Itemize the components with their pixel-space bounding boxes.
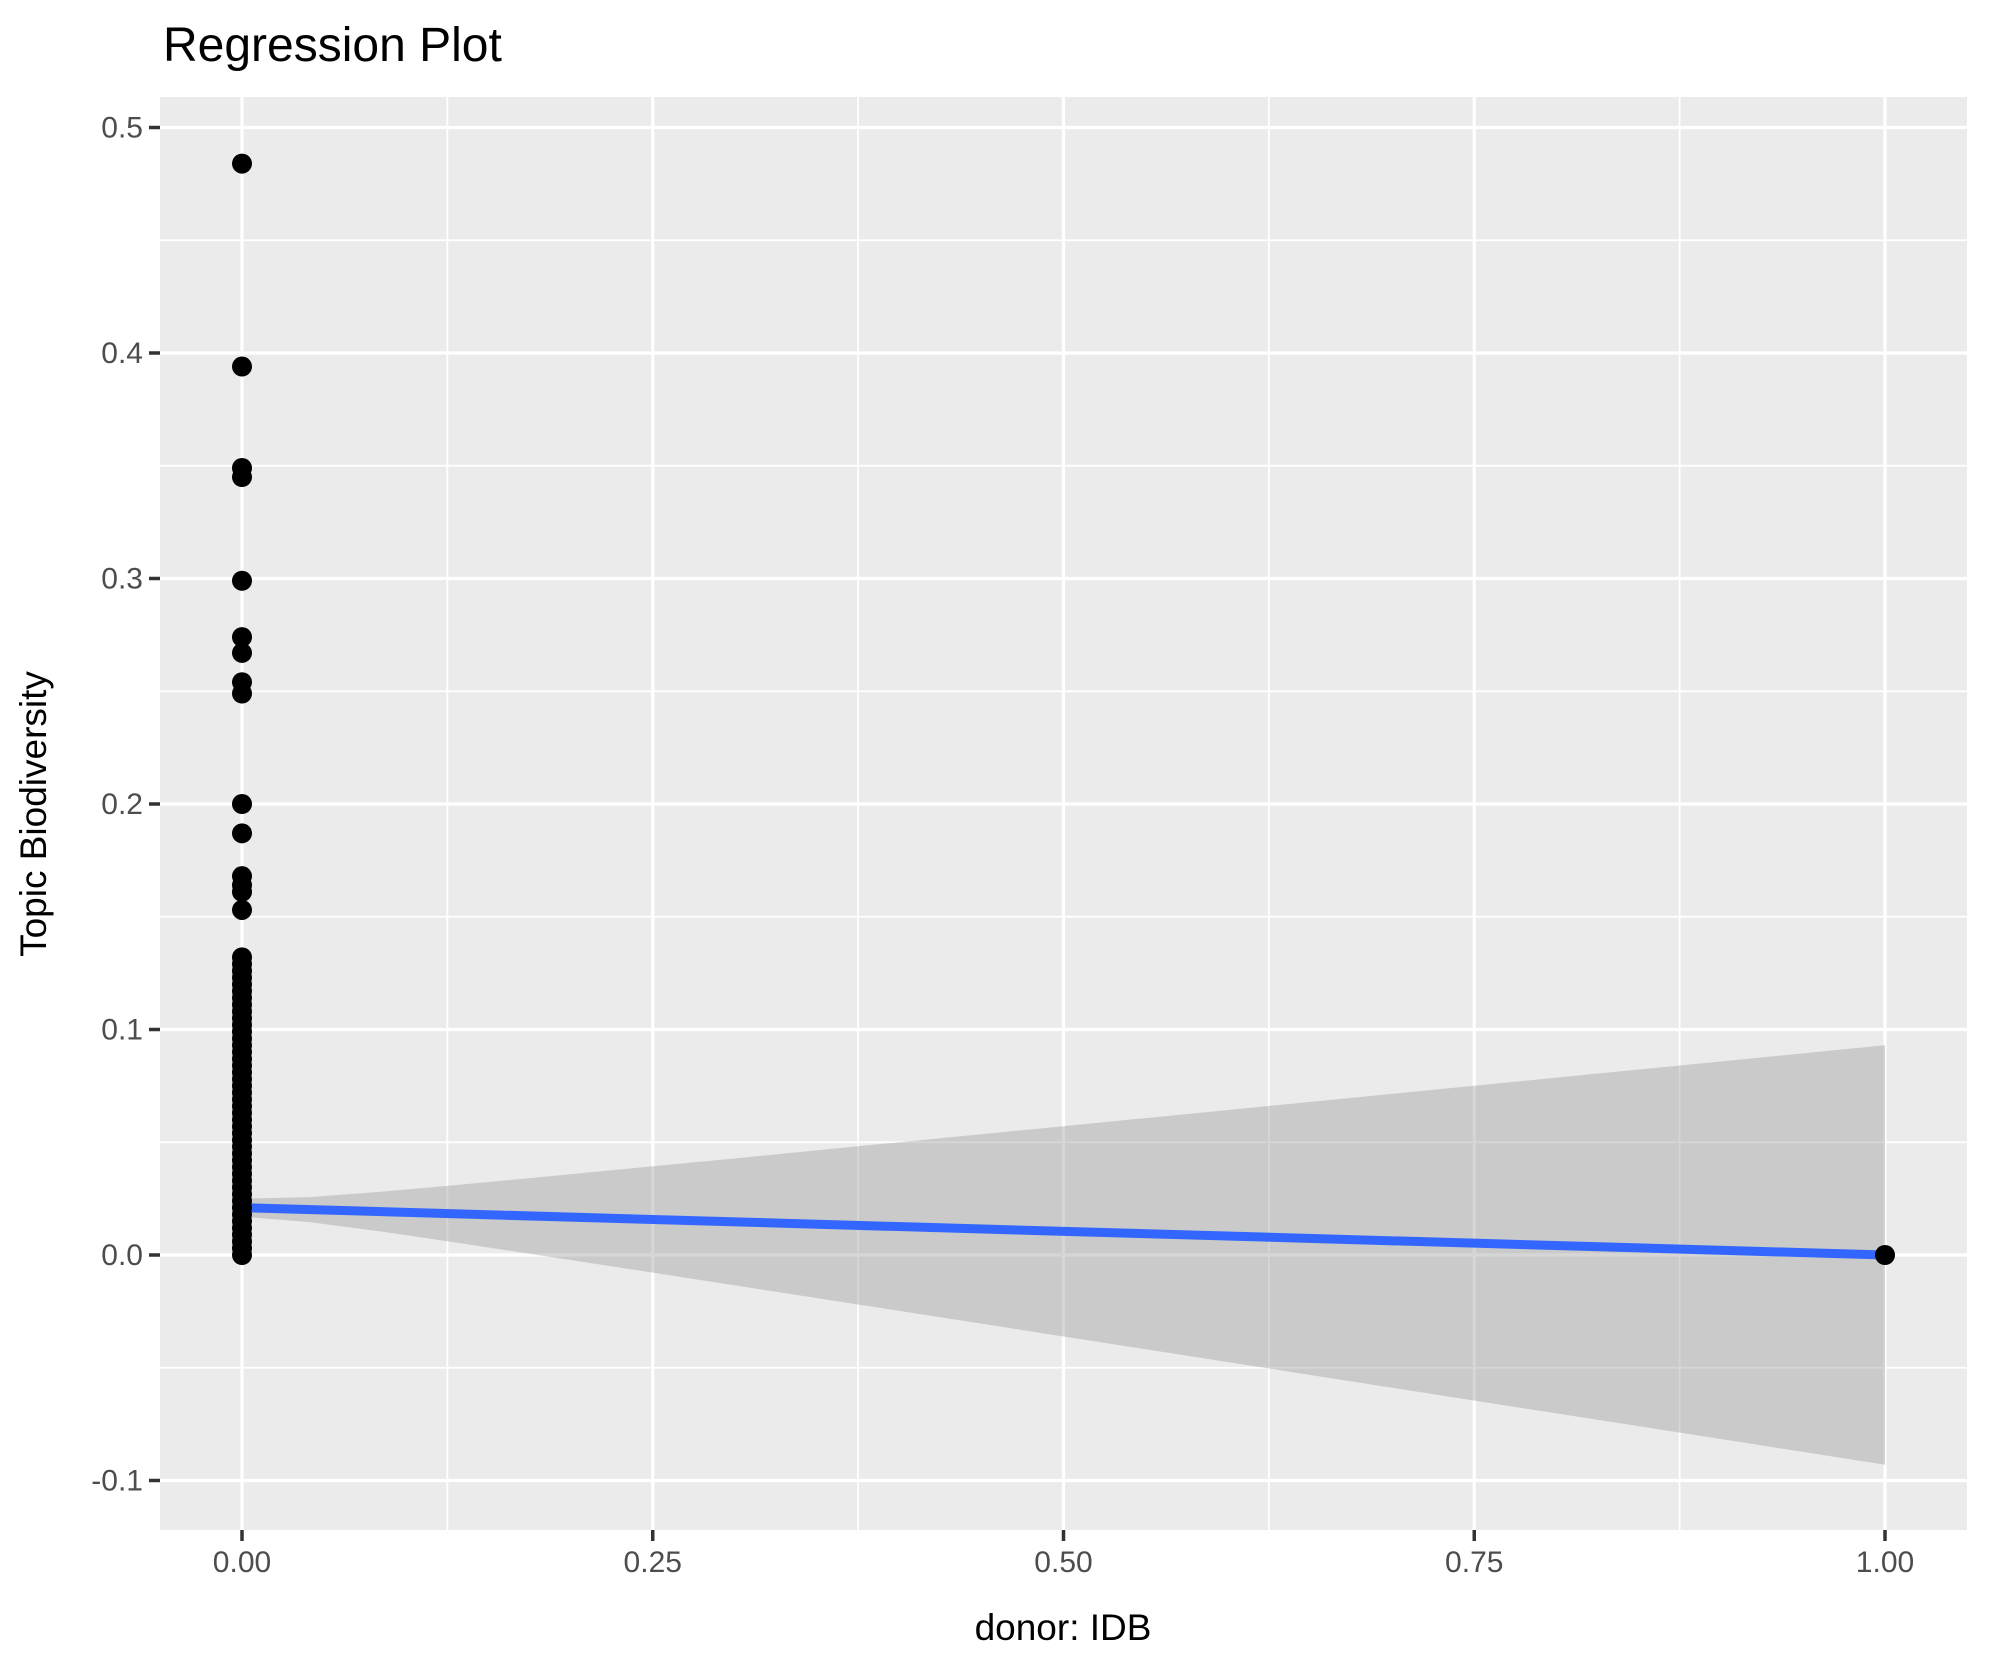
data-point: [1875, 1245, 1895, 1265]
data-point: [232, 627, 252, 648]
y-tick-label: 0.0: [101, 1239, 143, 1272]
x-tick-label: 0.50: [1034, 1546, 1092, 1579]
data-point: [232, 570, 252, 591]
data-point: [232, 1245, 252, 1265]
y-tick-label: 0.2: [101, 788, 143, 821]
data-point: [232, 794, 252, 814]
y-tick-label: -0.1: [91, 1465, 143, 1498]
y-axis-title: Topic Biodiversity: [13, 671, 54, 957]
scatter-points: [232, 153, 1895, 1265]
regression-line-segment: [241, 1203, 1886, 1260]
regression-line: [241, 1203, 1886, 1260]
data-point: [232, 642, 252, 663]
y-tick-label: 0.3: [101, 563, 143, 596]
x-tick-label: 0.00: [213, 1546, 271, 1579]
x-tick-label: 1.00: [1856, 1546, 1914, 1579]
axis-tick-labels: 0.00 0.25 0.50 0.75 1.00 -0.1 0.0 0.1 0.2 0.3 0.4 0…: [91, 112, 1914, 1580]
data-point: [232, 153, 252, 174]
data-point: [232, 467, 252, 488]
axis-tick-marks: [149, 125, 1887, 1541]
plot-title: Regression Plot: [163, 19, 502, 72]
y-tick-label: 0.1: [101, 1014, 143, 1047]
data-point: [232, 823, 252, 844]
confidence-band-ribbon: [242, 1045, 1885, 1465]
x-tick-label: 0.25: [624, 1546, 682, 1579]
data-point: [232, 881, 252, 902]
data-point: [232, 356, 252, 377]
x-axis-title: donor: IDB: [975, 1607, 1152, 1648]
data-point: [232, 899, 252, 920]
y-tick-label: 0.5: [101, 112, 143, 145]
y-tick-label: 0.4: [101, 337, 143, 370]
data-point: [232, 683, 252, 704]
confidence-band: [242, 1045, 1885, 1465]
x-tick-label: 0.75: [1445, 1546, 1503, 1579]
